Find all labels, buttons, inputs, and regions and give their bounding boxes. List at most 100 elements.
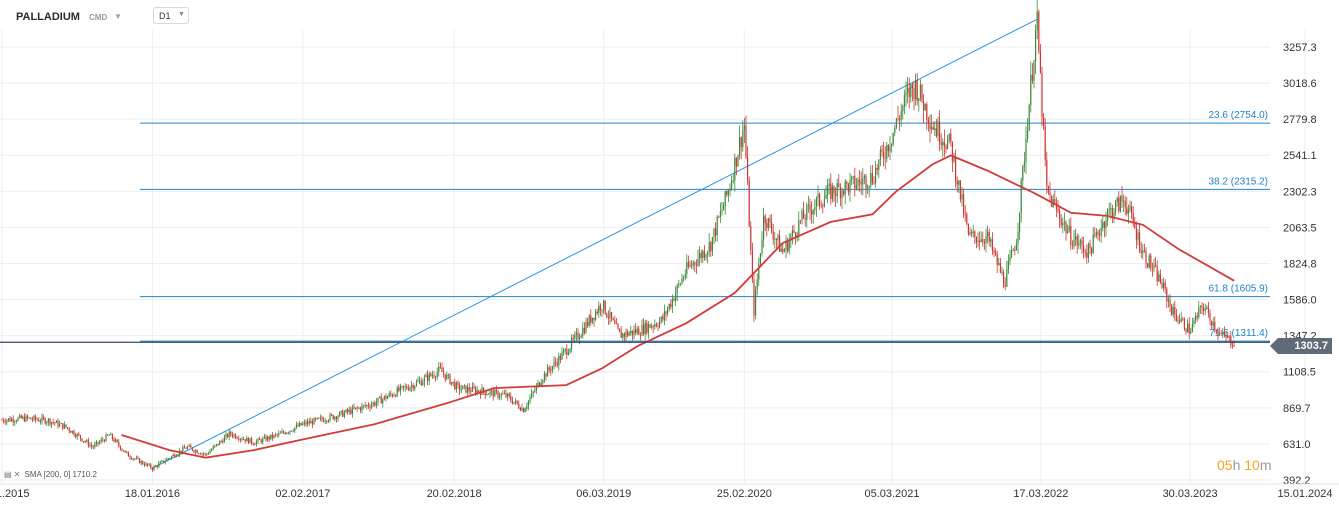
candle-body (491, 390, 493, 392)
candle-body (1182, 318, 1184, 320)
trendline-segment (152, 18, 1038, 469)
candle-body (68, 428, 70, 431)
candle-body (644, 322, 646, 334)
candle-body (713, 228, 715, 238)
candle-body (975, 236, 977, 243)
candle-body (630, 330, 632, 334)
candle-body (236, 438, 238, 439)
candle-body (334, 416, 336, 420)
candle-body (71, 430, 73, 433)
candle-body (755, 290, 757, 316)
candle-body (1217, 331, 1219, 335)
candle-body (668, 304, 670, 310)
symbol-name[interactable]: PALLADIUM (16, 11, 80, 23)
y-tick-label: 2302.3 (1283, 186, 1317, 198)
menu-icon[interactable]: ▤ (4, 470, 12, 479)
candle-body (131, 457, 133, 460)
candle-body (903, 95, 905, 107)
candle-body (137, 457, 139, 459)
chevron-down-icon[interactable]: ▼ (114, 12, 122, 21)
candle-body (1135, 228, 1137, 240)
candle-body (55, 420, 57, 424)
candle-body (958, 180, 960, 185)
candle-body (743, 125, 745, 131)
candle-body (57, 420, 59, 427)
candle-body (14, 421, 16, 423)
candle-body (971, 232, 973, 234)
candle-body (793, 230, 795, 233)
candle-body (431, 375, 433, 376)
candle-body (851, 177, 853, 180)
candle-body (895, 118, 897, 128)
candle-body (529, 397, 531, 401)
candle-body (462, 385, 464, 390)
candle-body (892, 132, 894, 144)
candle-body (873, 182, 875, 184)
candle-body (203, 453, 205, 455)
candle-body (569, 348, 571, 353)
candle-body (406, 386, 408, 389)
candle-body (1099, 234, 1101, 236)
candle-body (294, 427, 296, 431)
candle-body (1143, 250, 1145, 252)
candle-body (446, 374, 448, 380)
candle-body (417, 381, 419, 382)
x-axis: 02.01.2015 18.01.2016 02.02.2017 20.02.2018… (0, 483, 1339, 500)
candle-body (33, 416, 35, 420)
candle-body (881, 149, 883, 152)
candle-body (1180, 318, 1182, 322)
candle-body (582, 327, 584, 336)
timer-minutes-unit: m (1259, 457, 1272, 473)
candle-body (436, 371, 438, 378)
candle-body (83, 441, 85, 443)
candle-body (182, 447, 184, 453)
candle-body (511, 400, 513, 404)
candle-body (937, 121, 939, 137)
candle-body (150, 464, 152, 469)
candle-body (476, 390, 478, 394)
timeframe-select[interactable]: D1 ▼ (153, 7, 189, 24)
candle-body (1105, 220, 1107, 228)
candle-body (238, 438, 240, 440)
candle-body (548, 367, 550, 370)
candle-body (100, 439, 102, 442)
candle-body (1073, 239, 1075, 246)
candle-body (51, 422, 53, 425)
candle-body (863, 176, 865, 179)
candle-body (1175, 314, 1177, 321)
candle-body (180, 450, 182, 453)
candle-body (876, 168, 878, 171)
candle-body (1174, 307, 1176, 315)
candle-body (339, 412, 341, 417)
candle-body (692, 262, 694, 266)
candle-body (844, 181, 846, 195)
candle-body (625, 331, 627, 337)
candle-body (587, 321, 589, 326)
candle-body (695, 264, 697, 266)
candle-body (859, 179, 861, 183)
candle-body (657, 326, 659, 327)
fib-level-label: 71.6 (1311.4) (1209, 328, 1268, 339)
candle-body (364, 405, 366, 407)
candle-body (1161, 283, 1163, 288)
x-tick-label: 02.01.2015 (0, 488, 30, 500)
candle-body (795, 232, 797, 237)
candle-body (366, 405, 368, 407)
close-icon[interactable]: ✕ (13, 470, 21, 479)
candle-body (710, 242, 712, 252)
candle-body (1222, 332, 1224, 335)
candle-body (1164, 282, 1166, 290)
candle-body (1115, 201, 1117, 213)
candle-body (1188, 323, 1190, 334)
candle-body (1100, 228, 1102, 236)
candle-body (1092, 234, 1094, 254)
candle-body (1220, 333, 1222, 335)
candle-body (1007, 261, 1009, 270)
candle-body (1081, 240, 1083, 246)
candle-body (23, 416, 25, 422)
candle-body (1054, 199, 1056, 203)
candle-body (799, 220, 801, 221)
candle-body (246, 437, 248, 442)
candle-body (1084, 251, 1086, 253)
